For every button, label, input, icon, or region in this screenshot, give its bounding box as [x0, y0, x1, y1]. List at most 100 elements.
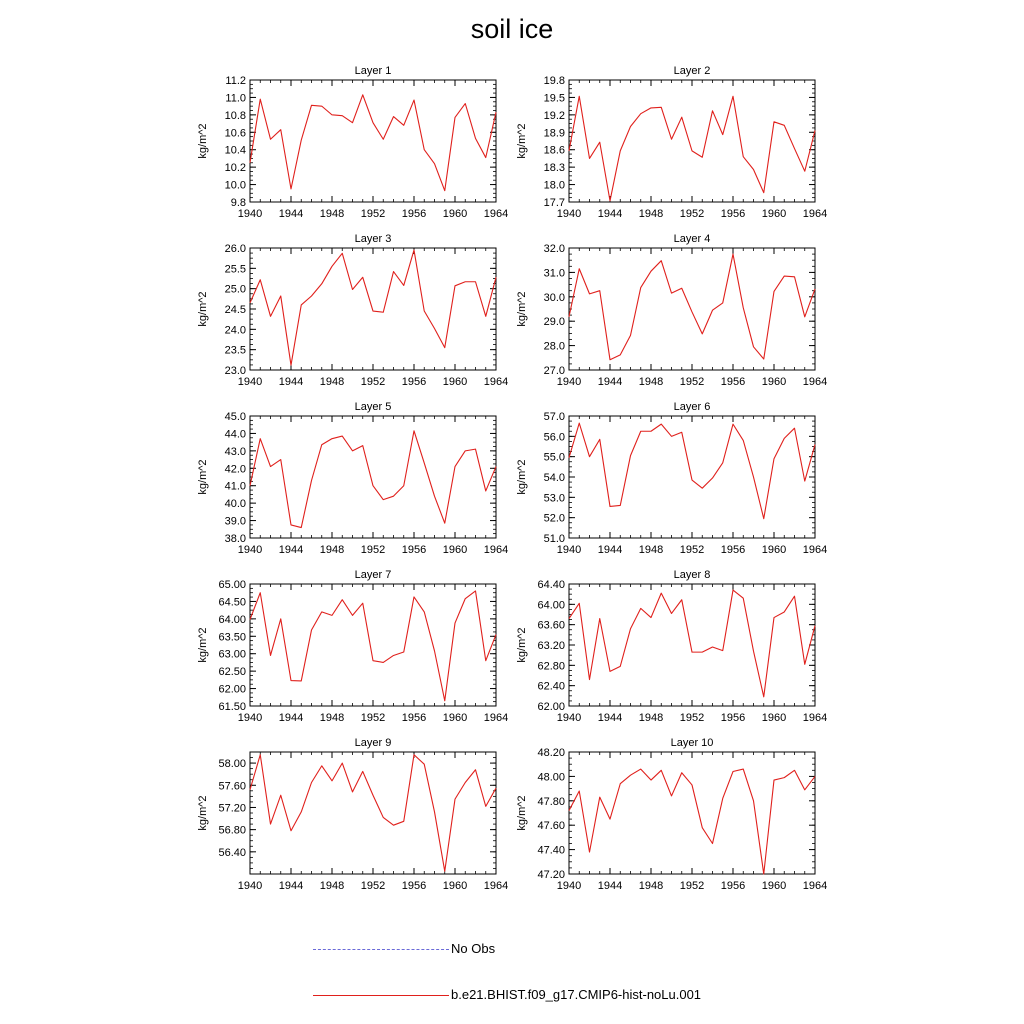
- layer-5-y-tick-label: 39.0: [225, 516, 246, 528]
- layer-5-y-tick-label: 42.0: [225, 463, 246, 475]
- panel-layer-10: Layer 10 1940 1944 1948 1952 1956 1960 1964 47.2…: [516, 737, 827, 892]
- layer-7-y-tick-label: 65.00: [218, 579, 246, 591]
- layer-4-y-tick-label: 30.0: [544, 292, 565, 304]
- layer-4-y-tick-label: 32.0: [544, 243, 565, 255]
- layer-8-y-tick-label: 62.40: [537, 681, 565, 693]
- layer-3-y-tick-label: 23.0: [225, 365, 246, 377]
- legend-label-no-obs: No Obs: [451, 941, 496, 956]
- layer-3-title: Layer 3: [355, 233, 392, 245]
- layer-4-y-tick-label: 27.0: [544, 365, 565, 377]
- layer-2-x-tick-label: 1948: [639, 208, 663, 220]
- layer-5-y-tick-label: 41.0: [225, 481, 246, 493]
- layer-9-series-line: [249, 754, 497, 872]
- layer-7-y-tick-label: 64.50: [218, 596, 246, 608]
- legend-label-model: b.e21.BHIST.f09_g17.CMIP6-hist-noLu.001: [451, 987, 702, 1002]
- layer-4-title: Layer 4: [674, 233, 711, 245]
- layer-5-y-tick-label: 40.0: [225, 498, 246, 510]
- layer-9-y-tick-label: 57.60: [218, 780, 246, 792]
- layer-10-y-axis-label: kg/m^2: [516, 795, 528, 830]
- layer-6-y-axis-label: kg/m^2: [516, 459, 528, 494]
- layer-2-x-tick-label: 1956: [721, 208, 745, 220]
- layer-7-y-tick-label: 62.00: [218, 684, 246, 696]
- layer-4-x-tick-label: 1948: [639, 376, 663, 388]
- layer-1-x-tick-label: 1940: [238, 208, 262, 220]
- layer-8-x-tick-label: 1944: [598, 712, 622, 724]
- layer-5-title: Layer 5: [355, 401, 392, 413]
- layer-7-x-tick-label: 1964: [484, 712, 508, 724]
- layer-1-title: Layer 1: [355, 65, 392, 77]
- layer-6-x-tick-label: 1960: [762, 544, 786, 556]
- layer-8-y-tick-label: 62.00: [537, 701, 565, 713]
- layer-10-x-tick-label: 1948: [639, 880, 663, 892]
- layer-3-series-line: [249, 249, 497, 366]
- layer-8-y-tick-label: 64.40: [537, 579, 565, 591]
- layer-2-x-tick-label: 1952: [680, 208, 704, 220]
- layer-3-y-tick-label: 25.0: [225, 284, 246, 296]
- layer-6-title: Layer 6: [674, 401, 711, 413]
- layer-1-x-tick-label: 1948: [320, 208, 344, 220]
- layer-9-y-axis-label: kg/m^2: [197, 795, 209, 830]
- layer-8-y-axis-label: kg/m^2: [516, 627, 528, 662]
- layer-3-frame: [249, 247, 497, 371]
- legend-line-no-obs: [313, 949, 449, 950]
- layer-1-y-tick-label: 10.6: [225, 127, 246, 139]
- layer-7-x-tick-label: 1948: [320, 712, 344, 724]
- layer-6-y-tick-label: 53.0: [544, 492, 565, 504]
- layer-6-y-tick-label: 51.0: [544, 533, 565, 545]
- layer-9-y-tick-label: 56.40: [218, 847, 246, 859]
- layer-9-y-tick-label: 58.00: [218, 758, 246, 770]
- layer-1-y-tick-label: 11.2: [225, 75, 246, 87]
- layer-8-x-tick-label: 1960: [762, 712, 786, 724]
- layer-1-y-tick-label: 10.2: [225, 162, 246, 174]
- layer-10-title: Layer 10: [671, 737, 714, 749]
- layer-4-x-tick-label: 1944: [598, 376, 622, 388]
- layer-2-y-tick-label: 18.3: [544, 162, 565, 174]
- layer-3-y-tick-label: 25.5: [225, 263, 246, 275]
- layer-10-x-tick-label: 1940: [557, 880, 581, 892]
- layer-7-x-tick-label: 1940: [238, 712, 262, 724]
- layer-7-y-tick-label: 61.50: [218, 701, 246, 713]
- layer-1-x-tick-label: 1944: [279, 208, 303, 220]
- layer-10-x-tick-label: 1952: [680, 880, 704, 892]
- layer-5-y-tick-label: 45.0: [225, 411, 246, 423]
- layer-8-x-tick-label: 1964: [803, 712, 827, 724]
- layer-10-x-tick-label: 1964: [803, 880, 827, 892]
- panel-layer-7: Layer 7 1940 1944 1948 1952 1956 1960 1964 61.50…: [197, 569, 508, 724]
- layer-2-x-tick-label: 1944: [598, 208, 622, 220]
- layer-10-x-tick-label: 1960: [762, 880, 786, 892]
- layer-4-x-tick-label: 1960: [762, 376, 786, 388]
- layer-3-y-tick-label: 24.5: [225, 304, 246, 316]
- layer-9-x-tick-label: 1944: [279, 880, 303, 892]
- layer-4-x-tick-label: 1940: [557, 376, 581, 388]
- layer-5-frame: [249, 415, 497, 539]
- layer-9-title: Layer 9: [355, 737, 392, 749]
- layer-2-frame: [568, 79, 816, 203]
- layer-5-x-tick-label: 1940: [238, 544, 262, 556]
- layer-3-x-tick-label: 1960: [443, 376, 467, 388]
- figure-title: soil ice: [470, 14, 554, 44]
- layer-7-x-tick-label: 1960: [443, 712, 467, 724]
- layer-10-y-tick-label: 48.20: [537, 747, 565, 759]
- layer-8-title: Layer 8: [674, 569, 711, 581]
- layer-2-series-line: [568, 95, 816, 202]
- layer-7-x-tick-label: 1952: [361, 712, 385, 724]
- layer-7-y-tick-label: 64.00: [218, 614, 246, 626]
- layer-3-x-tick-label: 1940: [238, 376, 262, 388]
- layer-3-x-tick-label: 1956: [402, 376, 426, 388]
- layer-2-y-tick-label: 19.8: [544, 75, 565, 87]
- layer-9-frame: [249, 751, 497, 875]
- layer-2-y-tick-label: 17.7: [544, 197, 565, 209]
- layer-4-x-tick-label: 1964: [803, 376, 827, 388]
- layer-1-x-tick-label: 1952: [361, 208, 385, 220]
- layer-9-x-tick-label: 1940: [238, 880, 262, 892]
- layer-2-y-tick-label: 18.0: [544, 180, 565, 192]
- layer-10-x-tick-label: 1944: [598, 880, 622, 892]
- layer-3-x-tick-label: 1964: [484, 376, 508, 388]
- layer-6-x-tick-label: 1964: [803, 544, 827, 556]
- layer-8-y-tick-label: 64.00: [537, 599, 565, 611]
- panel-layer-9: Layer 9 1940 1944 1948 1952 1956 1960 1964 56.40…: [197, 737, 508, 892]
- layer-5-y-tick-label: 43.0: [225, 446, 246, 458]
- layer-6-x-tick-label: 1948: [639, 544, 663, 556]
- layer-2-title: Layer 2: [674, 65, 711, 77]
- layer-1-x-tick-label: 1956: [402, 208, 426, 220]
